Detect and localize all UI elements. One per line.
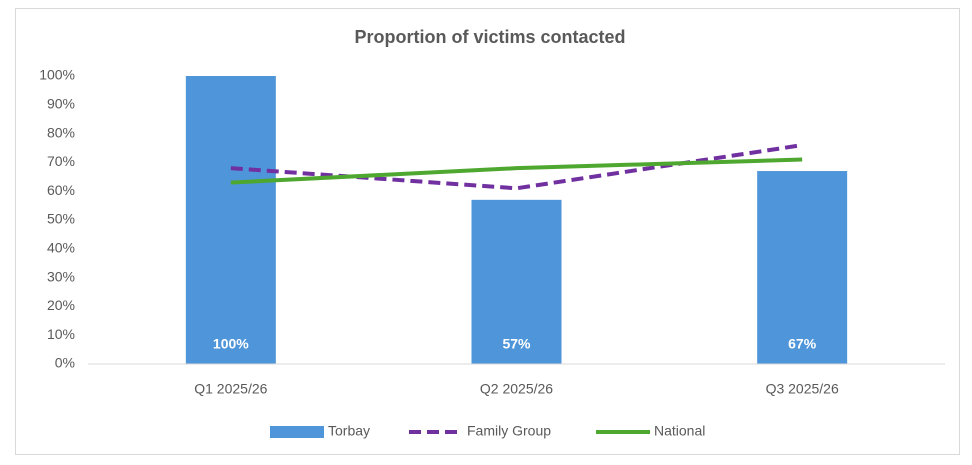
y-tick-label: 0%	[55, 355, 75, 371]
y-tick-label: 60%	[47, 182, 75, 198]
data-label: 67%	[788, 336, 817, 352]
x-tick-label: Q1 2025/26	[194, 381, 267, 397]
legend-label: National	[654, 423, 705, 439]
legend-swatch	[270, 426, 324, 438]
x-tick-label: Q2 2025/26	[480, 381, 553, 397]
x-tick-label: Q3 2025/26	[766, 381, 839, 397]
y-tick-label: 50%	[47, 211, 75, 227]
bar	[471, 199, 562, 364]
y-tick-label: 30%	[47, 268, 75, 284]
data-label: 57%	[502, 336, 531, 352]
legend-label: Torbay	[328, 423, 370, 439]
y-tick-label: 20%	[47, 297, 75, 313]
bar	[757, 171, 848, 364]
y-tick-label: 40%	[47, 240, 75, 256]
line	[230, 143, 803, 191]
y-tick-label: 10%	[47, 326, 75, 342]
data-label: 100%	[213, 336, 249, 352]
chart-title: Proportion of victims contacted	[354, 27, 625, 47]
y-tick-label: 100%	[39, 67, 75, 83]
y-tick-label: 80%	[47, 124, 75, 140]
y-tick-label: 90%	[47, 96, 75, 112]
legend-label: Family Group	[467, 423, 551, 439]
line	[230, 157, 803, 185]
bar	[185, 76, 276, 364]
y-tick-label: 70%	[47, 153, 75, 169]
